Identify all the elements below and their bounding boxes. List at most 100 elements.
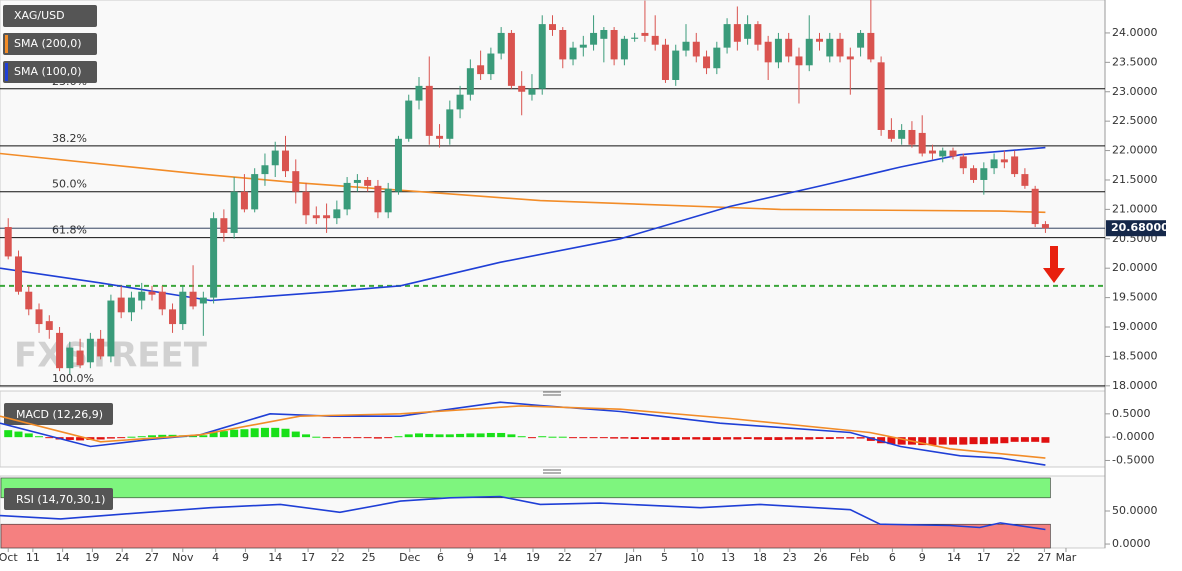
histogram-bar xyxy=(805,437,814,440)
x-tick-label: 14 xyxy=(493,551,507,564)
histogram-bar xyxy=(14,431,23,438)
histogram-bar xyxy=(65,437,74,440)
y-tick-label: 20.0000 xyxy=(1112,261,1158,274)
pane-handle xyxy=(543,391,561,474)
legend-label: SMA (100,0) xyxy=(14,65,82,78)
histogram-bar xyxy=(147,435,156,438)
candle-body xyxy=(374,185,382,213)
candle-body xyxy=(292,171,300,192)
macd-pane xyxy=(0,390,1106,468)
y-tick-label: 18.5000 xyxy=(1112,349,1158,362)
candle-body xyxy=(394,138,402,192)
histogram-bar xyxy=(189,435,198,438)
histogram-bar xyxy=(620,437,629,439)
candle-body xyxy=(703,56,711,69)
y-tick-label: -0.0000 xyxy=(1112,430,1154,443)
candle-body xyxy=(959,156,967,169)
histogram-bar xyxy=(250,428,259,438)
histogram-bar xyxy=(260,427,269,438)
x-tick-label: 22 xyxy=(558,551,572,564)
histogram-bar xyxy=(466,433,475,438)
candle-body xyxy=(281,150,289,172)
candle-body xyxy=(631,37,639,39)
candle-body xyxy=(744,24,752,39)
legend-label: XAG/USD xyxy=(14,9,65,22)
candle-body xyxy=(425,85,433,136)
histogram-bar xyxy=(938,437,947,445)
histogram-bar xyxy=(743,437,752,440)
histogram-bar xyxy=(723,437,732,440)
histogram-bar xyxy=(784,437,793,440)
last-price-label: 20.68000 xyxy=(1111,221,1169,234)
histogram-bar xyxy=(332,437,341,439)
candle-body xyxy=(836,38,844,57)
indicator-line xyxy=(0,495,1046,531)
legend-box xyxy=(4,403,113,425)
candle-body xyxy=(271,150,279,166)
y-tick-label: 22.0000 xyxy=(1112,144,1158,157)
x-tick-label: 27 xyxy=(1037,551,1051,564)
candle-body xyxy=(949,150,957,157)
candle-body xyxy=(210,218,218,298)
legend-swatch xyxy=(5,63,8,81)
histogram-bar xyxy=(117,437,126,439)
histogram-bar xyxy=(76,437,85,441)
candle-body xyxy=(867,32,875,60)
x-tick-label: 25 xyxy=(362,551,376,564)
candle-body xyxy=(774,38,782,63)
candle-body xyxy=(76,350,84,366)
histogram-bar xyxy=(527,437,536,439)
candle-body xyxy=(928,150,936,154)
histogram-bar xyxy=(353,437,362,439)
histogram-bar xyxy=(1041,437,1050,443)
y-tick-label: 19.0000 xyxy=(1112,320,1158,333)
candle-body xyxy=(169,309,177,325)
x-tick-label: 9 xyxy=(242,551,249,564)
histogram-bar xyxy=(548,436,557,438)
candle-body xyxy=(127,297,135,313)
histogram-bar xyxy=(312,436,321,438)
histogram-bar xyxy=(836,437,845,439)
histogram-bar xyxy=(322,437,331,439)
main-pane xyxy=(0,0,1106,388)
y-tick-label: 0.5000 xyxy=(1112,407,1151,420)
histogram-bar xyxy=(137,436,146,438)
candle-body xyxy=(805,38,813,66)
x-tick-label: 13 xyxy=(721,551,735,564)
candle-body xyxy=(415,85,423,101)
candle-body xyxy=(692,41,700,57)
x-tick-label: 5 xyxy=(661,551,668,564)
histogram-bar xyxy=(692,437,701,440)
candle-body xyxy=(107,300,115,357)
histogram-bar xyxy=(538,436,547,438)
histogram-bar xyxy=(589,437,598,439)
histogram-bar xyxy=(302,434,311,438)
x-tick-label: 22 xyxy=(1007,551,1021,564)
candle-body xyxy=(35,309,43,325)
candle-body xyxy=(518,85,526,92)
candle-body xyxy=(538,24,546,89)
candle-body xyxy=(240,191,248,210)
histogram-bar xyxy=(281,428,290,438)
candle-body xyxy=(507,32,515,86)
last-price-tag xyxy=(1106,220,1166,237)
candle-body xyxy=(672,50,680,80)
candle-body xyxy=(651,35,659,45)
histogram-bar xyxy=(45,437,54,439)
histogram-bar xyxy=(846,437,855,439)
y-tick-label: 18.0000 xyxy=(1112,379,1158,392)
x-tick-label: Oct xyxy=(0,551,18,564)
histogram-bar xyxy=(343,437,352,439)
overbought-band xyxy=(0,477,1051,499)
candle-body xyxy=(733,24,741,42)
candle-body xyxy=(323,215,331,219)
histogram-bar xyxy=(1031,437,1040,442)
legend-box xyxy=(3,33,97,55)
pane-title: MACD (12,26,9) xyxy=(16,408,103,421)
fib-label: 100.0% xyxy=(52,372,94,385)
histogram-bar xyxy=(384,437,393,439)
x-tick-label: 9 xyxy=(467,551,474,564)
candle-body xyxy=(466,68,474,95)
x-tick-label: 14 xyxy=(947,551,961,564)
x-tick-label: 18 xyxy=(753,551,767,564)
